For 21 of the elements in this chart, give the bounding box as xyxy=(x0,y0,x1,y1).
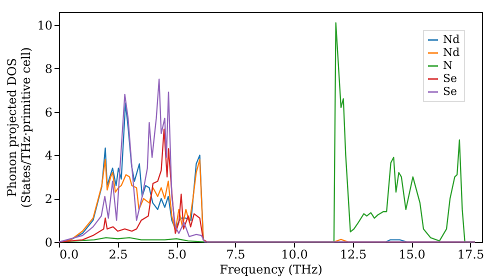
y-tick-label: 10 xyxy=(37,18,52,33)
y-tick-label: 8 xyxy=(44,62,52,76)
x-tick-label: 15.0 xyxy=(398,248,426,262)
legend-label: Se xyxy=(443,72,458,85)
x-tick-label: 5.0 xyxy=(167,248,187,262)
y-tick-label: 2 xyxy=(44,192,52,206)
x-tick-label: 12.5 xyxy=(340,248,367,262)
x-tick-label: 17.5 xyxy=(457,248,484,262)
legend-label: Nd xyxy=(443,46,460,59)
x-axis-title: Frequency (THz) xyxy=(220,262,322,276)
y-axis-title: Phonon projected DOS (States/THz·primitive cell) xyxy=(5,47,34,208)
legend-label: N xyxy=(443,59,453,72)
y-tick-label: 6 xyxy=(44,105,52,120)
y-tick-label: 0 xyxy=(44,236,52,250)
x-tick-label: 10.0 xyxy=(281,248,308,262)
x-tick-label: 0.0 xyxy=(60,248,79,262)
x-tick-label: 2.5 xyxy=(108,248,128,262)
x-tick-label: 7.5 xyxy=(226,248,246,262)
legend-label: Se xyxy=(443,85,458,98)
legend-label: Nd xyxy=(443,33,460,46)
y-tick-label: 4 xyxy=(44,148,53,163)
